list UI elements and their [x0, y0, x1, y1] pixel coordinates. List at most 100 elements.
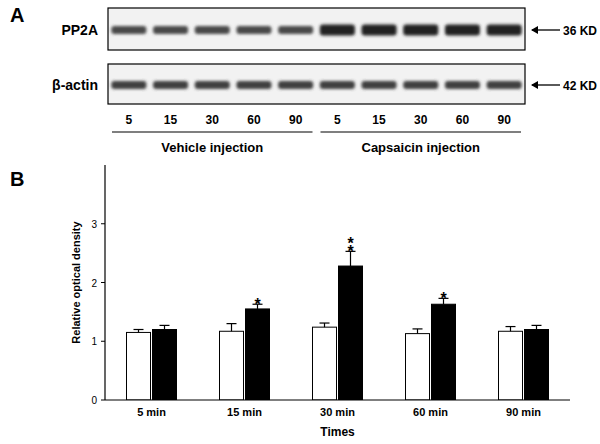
error-bar — [160, 325, 170, 329]
error-line — [164, 325, 165, 329]
y-tick-label: 1 — [91, 336, 97, 347]
x-tick-label: 5 min — [137, 406, 166, 418]
error-line — [231, 324, 232, 332]
group-underline — [112, 131, 313, 132]
blot-row-label: β-actin — [52, 77, 98, 93]
error-cap — [506, 326, 516, 327]
bar — [246, 309, 270, 400]
lane-label: 30 — [414, 113, 428, 127]
y-tick-label: 3 — [91, 219, 97, 230]
panel-label: B — [10, 168, 24, 190]
x-tick-label: 15 min — [227, 406, 262, 418]
band — [403, 25, 438, 36]
error-line — [536, 325, 537, 329]
y-tick-label: 2 — [91, 278, 97, 289]
lane-label: 60 — [247, 113, 261, 127]
error-line — [324, 323, 325, 327]
blot-size-label: 36 KD — [563, 24, 597, 38]
band — [236, 81, 271, 89]
panel-label: A — [10, 4, 24, 26]
bar — [220, 331, 244, 400]
band — [487, 81, 522, 89]
plot-area — [127, 251, 549, 400]
band — [445, 81, 480, 89]
blot-row — [108, 64, 525, 104]
lane-label: 5 — [334, 113, 341, 127]
error-bar — [320, 323, 330, 327]
x-tick-label: 90 min — [506, 406, 541, 418]
lane-label: 60 — [456, 113, 470, 127]
error-cap — [227, 323, 237, 324]
band — [111, 26, 146, 34]
bar — [432, 304, 456, 400]
group-label: Vehicle injection — [161, 140, 263, 155]
band — [487, 25, 522, 36]
lane-label: 5 — [126, 113, 133, 127]
error-line — [510, 327, 511, 332]
error-bar — [506, 327, 516, 332]
significance: ** — [347, 235, 354, 260]
figure: ABPP2A36 KDβ-actin42 KD51530609051530609… — [0, 0, 600, 444]
blot-frame — [108, 64, 525, 104]
error-cap — [160, 325, 170, 326]
y-axis-label: Relative optical density — [70, 220, 82, 343]
y-tick — [101, 282, 105, 283]
blot-row — [108, 8, 525, 50]
band — [278, 26, 313, 34]
blot-row-label: PP2A — [61, 22, 98, 38]
bar — [499, 331, 523, 400]
blot-size-label: 42 KD — [563, 79, 597, 93]
bar — [525, 330, 549, 401]
error-bar — [413, 329, 423, 334]
band — [362, 81, 397, 89]
arrow-head — [531, 26, 538, 34]
error-bar — [532, 325, 542, 329]
error-cap — [134, 329, 144, 330]
error-cap — [532, 325, 542, 326]
lane-label: 90 — [289, 113, 303, 127]
bar — [313, 327, 337, 400]
band — [153, 26, 188, 34]
error-line — [417, 329, 418, 334]
band — [236, 26, 271, 34]
group-label: Capsaicin injection — [362, 140, 481, 155]
x-tick-label: 60 min — [413, 406, 448, 418]
lane-label: 90 — [497, 113, 511, 127]
band — [403, 81, 438, 89]
bar — [339, 266, 363, 400]
group-underline — [321, 131, 522, 132]
y-tick — [101, 400, 105, 401]
significance-part: * — [440, 290, 447, 307]
significance: * — [254, 296, 261, 313]
lane-label: 15 — [372, 113, 386, 127]
band — [320, 25, 355, 36]
significance-part: * — [347, 243, 354, 260]
significance-part: * — [254, 296, 261, 313]
blot-frame — [108, 8, 525, 50]
y-tick-label: 0 — [91, 395, 97, 406]
error-cap — [320, 322, 330, 323]
band — [445, 25, 480, 36]
lane-label: 30 — [206, 113, 220, 127]
y-tick — [101, 223, 105, 224]
bar — [127, 332, 151, 400]
x-tick-label: 30 min — [320, 406, 355, 418]
x-axis-label: Times — [320, 425, 355, 439]
band — [362, 25, 397, 36]
band — [195, 81, 230, 89]
bar — [406, 334, 430, 400]
error-cap — [413, 328, 423, 329]
band — [278, 81, 313, 89]
significance: * — [440, 290, 447, 307]
bar — [153, 330, 177, 401]
band — [320, 81, 355, 89]
y-tick — [101, 341, 105, 342]
arrow-head — [531, 81, 538, 89]
error-bar — [134, 330, 144, 333]
band — [153, 81, 188, 89]
band — [111, 81, 146, 89]
band — [195, 26, 230, 34]
lane-label: 15 — [164, 113, 178, 127]
x-axis — [105, 399, 570, 400]
error-bar — [227, 324, 237, 332]
